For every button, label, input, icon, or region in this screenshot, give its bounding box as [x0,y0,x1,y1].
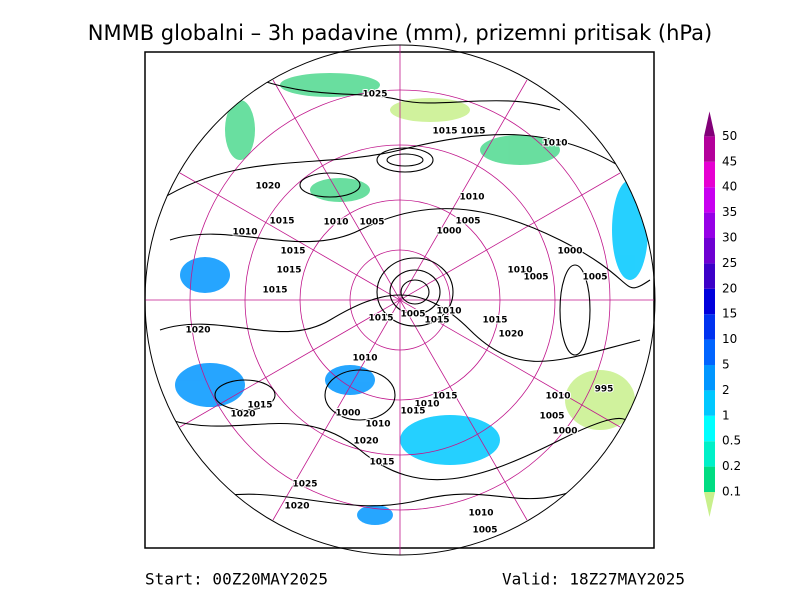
legend-swatch [704,187,715,213]
isobar-label: 1015 [369,458,394,468]
legend-label: 20 [722,281,737,295]
legend-swatch [704,161,715,188]
isobar-label: 1020 [284,502,309,512]
legend-arrow-high [704,111,715,137]
legend-label: 0.2 [722,459,741,473]
isobar-label: 1020 [185,326,210,336]
legend-label: 0.5 [722,434,741,448]
isobar-label: 1010 [414,400,439,410]
isobar-label: 1010 [459,193,484,203]
legend-arrow-low [704,492,715,517]
isobar-label: 1015 [424,316,449,326]
legend-swatch [704,314,715,340]
isobar-label: 1020 [255,182,280,192]
legend-label: 30 [722,231,737,245]
isobar-label: 1020 [353,437,378,447]
isobar-label: 1010 [507,266,532,276]
isobar-label: 1015 [262,286,287,296]
legend-label: 35 [722,205,737,219]
isobar-label: 1010 [542,139,567,149]
isobar-label: 1015 [280,247,305,257]
legend-label: 2 [722,383,730,397]
legend-swatch [704,263,715,289]
legend-label: 10 [722,332,737,346]
isobar-label: 1005 [359,218,384,228]
legend-swatch [704,415,715,442]
legend-label: 15 [722,307,737,321]
isobar-label: 1010 [436,307,461,317]
isobar-label: 1005 [472,526,497,536]
isobar-label: 1015 [276,266,301,276]
isobar-label: 1025 [292,480,317,490]
isobar-label: 1015 [269,217,294,227]
isobar-label: 1015 [482,316,507,326]
isobar-label: 1025 [362,90,387,100]
map-edge [144,44,656,556]
legend-label: 25 [722,256,737,270]
legend-swatch [704,288,715,315]
isobar-label: 1010 [365,420,390,430]
legend-swatch [704,441,715,467]
legend-label: 1 [722,408,730,422]
isobars [159,79,651,507]
isobar-label: 1020 [230,410,255,420]
isobar-label: 1005 [523,273,548,283]
isobar-label: 1015 [432,127,457,137]
isobar-label: 1010 [545,392,570,402]
legend-swatch [704,466,715,492]
isobar-label: 1015 [432,392,457,402]
legend-swatch [704,339,715,365]
legend-label: 5 [722,358,730,372]
title: NMMB globalni – 3h padavine (mm), prizem… [88,21,712,45]
isobar-label: 1015 [247,401,272,411]
legend-swatch [704,212,715,238]
isobar-label: 1010 [323,218,348,228]
isobar-label: 995 [595,385,614,395]
legend-label: 45 [722,154,737,168]
isobar-label: 1000 [335,409,360,419]
legend-swatch [704,390,715,416]
valid-time: Valid: 18Z27MAY2025 [502,570,685,589]
isobar-label: 1000 [436,227,461,237]
isobar-label: 1015 [400,407,425,417]
isobar-label: 1015 [460,127,485,137]
isobar-label: 1015 [368,314,393,324]
start-time: Start: 00Z20MAY2025 [145,570,328,589]
legend-swatch [704,365,715,391]
isobar-label: 1010 [468,509,493,519]
isobar-label: 1005 [400,310,425,320]
legend-swatch [704,238,715,264]
isobar-label: 1005 [539,412,564,422]
legend-label: 50 [722,129,737,143]
isobar-label: 1010 [232,228,257,238]
isobar-label: 1020 [498,330,523,340]
isobar-label: 1010 [352,354,377,364]
legend-label: 40 [722,180,737,194]
graticule [145,45,654,555]
isobar-label: 1005 [582,273,607,283]
isobar-label: 1000 [557,247,582,257]
legend-swatch [704,136,715,162]
isobar-label: 1005 [455,217,480,227]
legend-label: 0.1 [722,485,741,499]
isobar-label: 1000 [552,427,577,437]
